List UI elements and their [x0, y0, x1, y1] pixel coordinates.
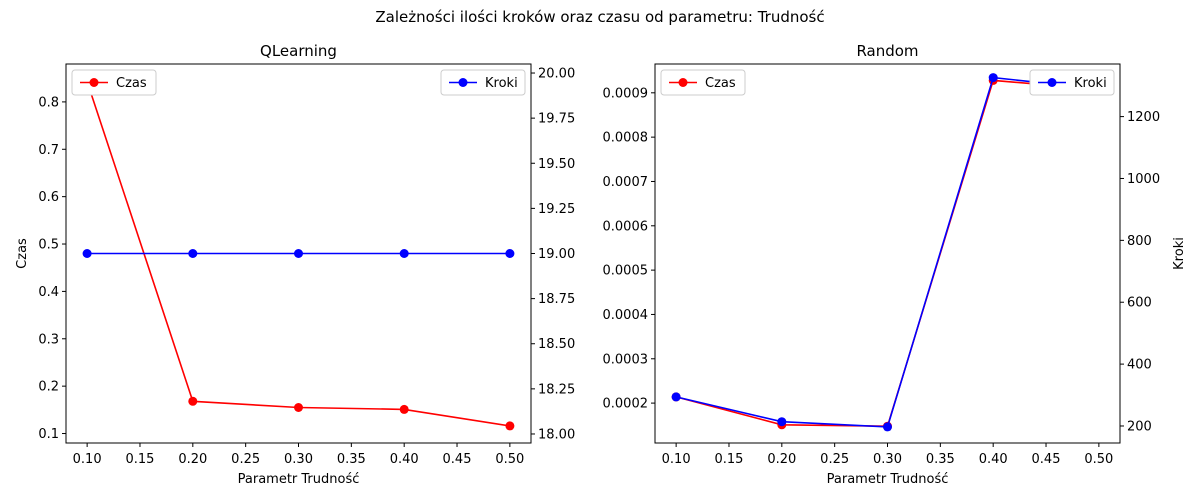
- y-tick-label: 0.7: [38, 143, 59, 158]
- x-tick-label: 0.45: [443, 452, 472, 467]
- y-tick-label: 0.0006: [603, 219, 649, 234]
- y2-tick-label: 1200: [1127, 110, 1160, 125]
- legend-label: Kroki: [485, 76, 518, 91]
- plot-title: QLearning: [260, 42, 337, 60]
- y-tick-label: 0.0003: [603, 352, 649, 367]
- y2-axis-title: Kroki: [1172, 237, 1187, 270]
- x-tick-label: 0.40: [390, 452, 419, 467]
- x-tick-label: 0.20: [178, 452, 207, 467]
- figure-suptitle: Zależności ilości kroków oraz czasu od p…: [375, 8, 824, 26]
- y-tick-label: 0.0007: [603, 175, 649, 190]
- x-tick-label: 0.20: [767, 452, 796, 467]
- y2-tick-label: 19.25: [538, 202, 575, 217]
- series-czas-point: [399, 404, 409, 414]
- series-kroki-line: [675, 76, 1099, 428]
- series-kroki-point: [82, 249, 92, 258]
- series-czas: [671, 75, 1104, 431]
- x-tick-label: 0.35: [337, 452, 366, 467]
- series-kroki-point: [399, 249, 409, 258]
- y2-tick-label: 20.00: [538, 67, 575, 82]
- series-kroki-point: [505, 249, 515, 258]
- y2-tick-label: 19.00: [538, 247, 575, 262]
- x-tick-label: 0.10: [73, 452, 102, 467]
- series-kroki-point: [671, 392, 681, 402]
- x-tick-label: 0.15: [126, 452, 155, 467]
- legend-label: Czas: [116, 76, 147, 91]
- series-kroki-point: [883, 422, 892, 432]
- y-tick-label: 0.1: [38, 427, 59, 442]
- y2-tick-label: 1000: [1127, 172, 1160, 187]
- legend-label: Kroki: [1074, 76, 1107, 91]
- y-tick-label: 0.5: [38, 238, 59, 253]
- series-kroki: [82, 249, 515, 258]
- series-czas-line: [675, 79, 1099, 428]
- x-tick-label: 0.50: [1084, 452, 1113, 467]
- x-tick-label: 0.50: [495, 452, 524, 467]
- x-axis-title: Parametr Trudność: [238, 472, 360, 487]
- chart-panel-qlearning: QLearning 0.10 0.15 0.20 0.25 0.30 0.35 0.40 0.4…: [15, 42, 575, 487]
- legend-czas: Czas: [71, 69, 157, 96]
- x-tick-label: 0.45: [1032, 452, 1061, 467]
- y2-tick-label: 600: [1127, 296, 1152, 311]
- legend-box: [1029, 69, 1115, 96]
- legend-kroki: Kroki: [1029, 69, 1115, 96]
- x-tick-label: 0.25: [820, 452, 849, 467]
- series-czas-point: [294, 403, 303, 412]
- y-tick-label: 0.4: [38, 285, 59, 300]
- series-kroki-point: [188, 249, 198, 258]
- legend-marker: [89, 78, 99, 87]
- y2-tick-label: 200: [1127, 419, 1152, 434]
- y2-tick-label: 18.50: [538, 337, 575, 352]
- y2-tick-label: 19.75: [538, 112, 575, 127]
- series-kroki-point: [777, 417, 787, 427]
- x-tick-label: 0.10: [662, 452, 691, 467]
- legend-marker: [1047, 78, 1057, 87]
- y2-tick-label: 18.75: [538, 292, 575, 307]
- legend-marker: [678, 78, 688, 87]
- legend-kroki: Kroki: [440, 69, 526, 96]
- legend-box: [660, 69, 746, 96]
- y-axis-title: Czas: [15, 238, 30, 269]
- x-tick-label: 0.25: [231, 452, 260, 467]
- legend-label: Czas: [705, 76, 736, 91]
- y2-tick-label: 19.50: [538, 157, 575, 172]
- x-tick-label: 0.15: [715, 452, 744, 467]
- y-tick-label: 0.0004: [603, 308, 649, 323]
- x-tick-label: 0.35: [926, 452, 955, 467]
- y-tick-label: 0.3: [38, 332, 59, 347]
- series-kroki: [671, 73, 1104, 432]
- legend-marker: [458, 78, 468, 87]
- y-tick-label: 0.0008: [603, 131, 649, 146]
- x-tick-label: 0.30: [284, 452, 313, 467]
- series-kroki-point: [294, 249, 303, 258]
- axes-frame: [654, 63, 1121, 444]
- y-tick-label: 0.8: [38, 95, 59, 110]
- legend-box: [440, 69, 526, 96]
- y2-tick-label: 18.00: [538, 427, 575, 442]
- series-czas-point: [188, 396, 198, 406]
- y-tick-label: 0.6: [38, 190, 59, 205]
- y2-tick-label: 400: [1127, 358, 1152, 373]
- y-tick-label: 0.0002: [603, 397, 649, 412]
- plot-title: Random: [856, 42, 918, 60]
- series-czas-point: [505, 421, 515, 431]
- y2-tick-label: 800: [1127, 234, 1152, 249]
- y-tick-label: 0.0005: [603, 264, 649, 279]
- chart-panel-random: Random 0.10 0.15 0.20 0.25 0.30 0.35 0.40 0.45 0.…: [603, 42, 1188, 487]
- legend-czas: Czas: [660, 69, 746, 96]
- legend-box: [71, 69, 157, 96]
- y2-tick-label: 18.25: [538, 382, 575, 397]
- series-kroki-point: [988, 73, 998, 83]
- y-tick-label: 0.2: [38, 380, 59, 395]
- x-tick-label: 0.30: [873, 452, 902, 467]
- x-tick-label: 0.40: [979, 452, 1008, 467]
- x-axis-title: Parametr Trudność: [827, 472, 949, 487]
- y-tick-label: 0.0009: [603, 86, 649, 101]
